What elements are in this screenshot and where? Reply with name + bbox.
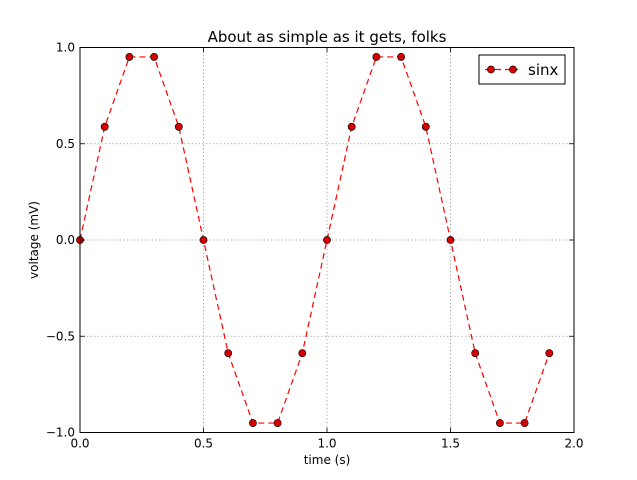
y-tick-label: 0.5 xyxy=(56,137,75,151)
y-tick-label: 0.0 xyxy=(56,233,75,247)
plot-series xyxy=(76,53,554,427)
data-point xyxy=(347,122,356,131)
legend-marker xyxy=(487,65,495,74)
x-tick-labels: 0.0 0.5 1.0 1.5 2.0 xyxy=(70,437,583,451)
data-point xyxy=(520,419,529,427)
data-point xyxy=(273,419,282,427)
data-point xyxy=(397,53,405,61)
y-axis-label: voltage (mV) xyxy=(27,201,41,279)
chart-title: About as simple as it gets, folks xyxy=(208,28,447,46)
data-point xyxy=(471,349,480,358)
x-tick-label: 0.5 xyxy=(194,437,213,451)
x-tick-label: 1.5 xyxy=(441,437,460,451)
x-tick-label: 0.0 xyxy=(70,437,89,451)
data-point xyxy=(545,349,554,358)
legend: sinx xyxy=(478,54,566,85)
legend-marker xyxy=(509,65,517,74)
y-tick-label: −1.0 xyxy=(46,426,75,440)
legend-label-sinx: sinx xyxy=(528,61,558,79)
data-point xyxy=(150,53,158,61)
data-point xyxy=(125,53,134,61)
data-point xyxy=(174,122,183,131)
data-point xyxy=(100,122,109,131)
tick-marks xyxy=(79,47,575,433)
x-tick-label: 1.0 xyxy=(317,437,336,451)
data-point xyxy=(199,236,208,244)
y-tick-label: 1.0 xyxy=(56,41,75,55)
data-point xyxy=(323,236,331,244)
data-point xyxy=(298,349,307,358)
data-point xyxy=(372,53,381,61)
x-tick-label: 2.0 xyxy=(564,437,583,451)
series-line-sinx xyxy=(79,56,550,424)
x-axis-label: time (s) xyxy=(304,453,351,467)
series-markers-sinx xyxy=(76,53,554,427)
data-point xyxy=(421,122,430,131)
data-point xyxy=(446,236,455,244)
y-tick-label: −0.5 xyxy=(46,329,75,343)
data-point xyxy=(495,419,504,427)
data-point xyxy=(224,349,233,358)
y-tick-labels: 1.0 0.5 0.0 −0.5 −1.0 xyxy=(46,41,75,440)
data-point xyxy=(248,419,257,427)
